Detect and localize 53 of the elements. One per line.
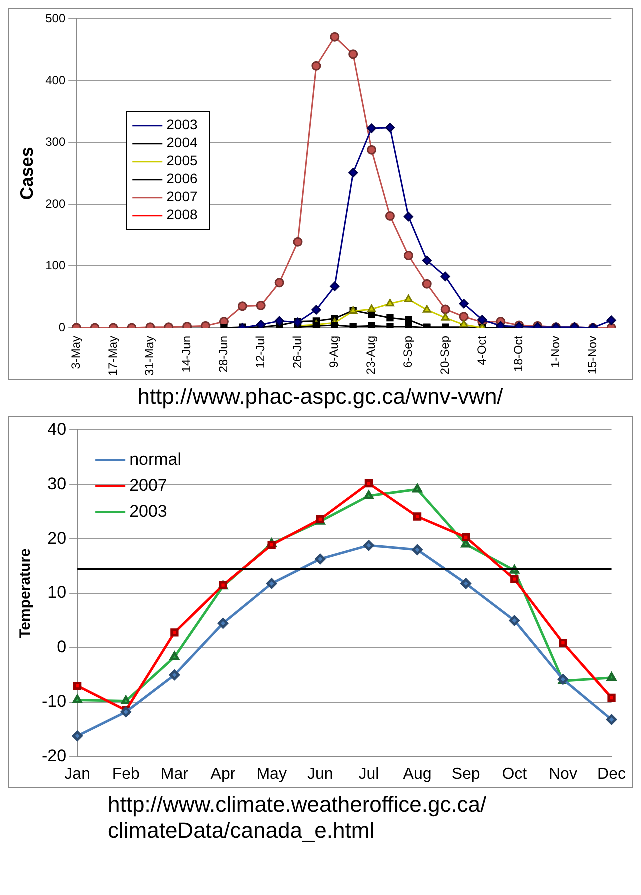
x-tick-label: 23-Aug xyxy=(364,336,378,375)
y-tick-label: -10 xyxy=(42,692,67,712)
x-tick-label: 9-Aug xyxy=(327,336,342,368)
legend-label: 2003 xyxy=(166,116,198,133)
y-tick-label: 40 xyxy=(48,420,67,439)
y-axis-title: Temperature xyxy=(17,548,34,638)
x-tick-label: Mar xyxy=(160,766,190,783)
y-tick-label: -20 xyxy=(42,746,67,766)
y-tick-label: 200 xyxy=(46,196,66,211)
y-tick-label: 10 xyxy=(48,583,67,602)
y-tick-label: 30 xyxy=(48,474,67,494)
x-tick-label: 4-Oct xyxy=(474,335,489,366)
x-tick-label: Jul xyxy=(358,766,380,783)
x-tick-label: 6-Sep xyxy=(400,336,415,368)
x-tick-label: Nov xyxy=(548,766,578,783)
legend-label: normal xyxy=(130,450,182,469)
y-tick-label: 0 xyxy=(57,638,67,657)
x-tick-label: 14-Jun xyxy=(180,336,194,373)
x-tick-label: Jan xyxy=(64,766,90,783)
x-tick-label: Sep xyxy=(452,766,480,783)
x-tick-label: 15-Nov xyxy=(585,336,600,375)
x-tick-label: May xyxy=(256,766,287,783)
x-tick-label: 1-Nov xyxy=(548,336,563,368)
x-tick-label: 17-May xyxy=(106,336,120,376)
y-tick-label: 500 xyxy=(46,12,66,26)
text: http://www.phac-aspc.gc.ca/wnv-vwn/ xyxy=(136,384,504,410)
x-tick-label: Oct xyxy=(502,766,528,783)
x-tick-label: 3-May xyxy=(68,336,83,370)
y-tick-label: 100 xyxy=(46,258,66,273)
y-tick-label: 0 xyxy=(58,320,66,334)
x-tick-label: 28-Jun xyxy=(216,336,231,373)
x-tick-label: Jun xyxy=(307,766,334,783)
x-tick-label: Aug xyxy=(403,766,432,783)
legend-label: 2005 xyxy=(166,152,198,169)
text: http://www.climate.weatheroffice.gc.ca/ climateData/canada_e.html xyxy=(107,792,488,844)
y-tick-label: 20 xyxy=(48,528,67,548)
x-tick-label: Feb xyxy=(112,766,140,783)
legend-label: 2007 xyxy=(166,188,198,205)
x-tick-label: 26-Jul xyxy=(290,336,304,369)
legend-label: 2003 xyxy=(130,502,168,521)
legend-label: 2007 xyxy=(130,476,168,495)
x-tick-label: Apr xyxy=(210,766,236,783)
legend-label: 2004 xyxy=(166,134,198,151)
x-tick-label: 18-Oct xyxy=(512,335,526,372)
legend-label: 2006 xyxy=(166,170,198,187)
y-tick-label: 400 xyxy=(46,73,66,88)
y-tick-label: 300 xyxy=(46,135,66,150)
x-tick-label: Dec xyxy=(598,766,626,783)
y-axis-title: Cases xyxy=(16,147,37,200)
x-tick-label: 31-May xyxy=(142,336,157,376)
legend-label: 2008 xyxy=(166,206,198,223)
x-tick-label: 20-Sep xyxy=(438,336,452,375)
x-tick-label: 12-Jul xyxy=(253,336,268,369)
